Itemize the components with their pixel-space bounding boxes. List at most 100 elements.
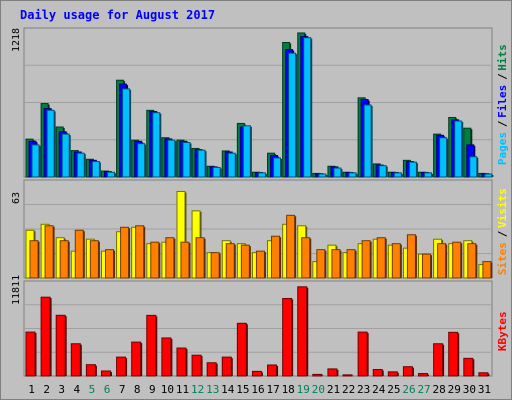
x-tick-label-day-8: 8 xyxy=(134,383,141,396)
bar-pages-day-5 xyxy=(91,161,100,178)
legend-label-pages: Pages xyxy=(496,132,509,165)
bar-shadow xyxy=(84,154,86,177)
bar-kbytes-day-31 xyxy=(478,372,489,377)
bar-kbytes-day-24 xyxy=(372,369,383,377)
bar-shadow xyxy=(476,157,479,177)
bar-shadow xyxy=(249,246,251,278)
bar-pages-day-31 xyxy=(484,173,493,178)
bar-kbytes-day-25 xyxy=(387,371,398,377)
x-tick-label-day-21: 21 xyxy=(327,383,340,396)
bar-pages-day-16 xyxy=(257,172,266,178)
bar-shadow xyxy=(231,358,233,376)
bar-pages-day-12 xyxy=(197,149,206,178)
bar-kbytes-day-11 xyxy=(176,347,187,377)
bar-shadow xyxy=(416,163,418,177)
bar-shadow xyxy=(386,166,388,177)
bar-sites-day-9 xyxy=(150,241,160,279)
bar-pages-day-23 xyxy=(363,104,372,178)
bar-shadow xyxy=(170,338,173,376)
bar-kbytes-day-3 xyxy=(55,314,66,377)
bar-kbytes-day-23 xyxy=(357,331,368,377)
bar-shadow xyxy=(125,358,128,376)
bar-shadow xyxy=(415,235,417,278)
x-tick-label-day-14: 14 xyxy=(221,383,235,396)
bar-shadow xyxy=(325,175,328,177)
bar-shadow xyxy=(397,372,399,376)
bar-pages-day-30 xyxy=(469,156,478,178)
bar-shadow xyxy=(205,151,207,177)
bar-pages-day-10 xyxy=(167,139,176,178)
bar-shadow xyxy=(382,370,384,376)
bar-shadow xyxy=(38,241,40,278)
bar-shadow xyxy=(235,154,237,177)
bar-shadow xyxy=(39,145,41,177)
bar-shadow xyxy=(339,250,342,278)
bar-sites-day-15 xyxy=(240,244,250,279)
bar-pages-day-26 xyxy=(408,161,417,178)
bar-shadow xyxy=(174,141,177,177)
bar-sites-day-16 xyxy=(255,250,265,279)
bar-kbytes-day-1 xyxy=(25,331,36,377)
x-tick-label-day-15: 15 xyxy=(236,383,249,396)
bar-sites-day-29 xyxy=(452,241,462,279)
bar-sites-day-22 xyxy=(346,249,356,279)
x-tick-label-day-18: 18 xyxy=(282,383,295,396)
x-tick-label-day-12: 12 xyxy=(191,383,204,396)
bar-shadow xyxy=(490,262,493,278)
bar-sites-day-25 xyxy=(391,243,401,279)
bar-shadow xyxy=(309,238,312,278)
bar-shadow xyxy=(110,371,112,376)
bar-sites-day-13 xyxy=(210,252,220,279)
chart-title: Daily usage for August 2017 xyxy=(20,8,215,22)
bar-shadow xyxy=(189,143,192,177)
bar-shadow xyxy=(491,175,494,177)
x-tick-label-day-16: 16 xyxy=(251,383,264,396)
bar-pages-day-19 xyxy=(303,37,312,178)
bar-kbytes-day-14 xyxy=(221,356,232,377)
bar-kbytes-day-22 xyxy=(342,374,353,377)
bar-shadow xyxy=(216,363,218,376)
x-tick-label-day-7: 7 xyxy=(119,383,126,396)
x-tick-label-day-1: 1 xyxy=(28,383,35,396)
bar-shadow xyxy=(431,173,434,177)
bar-shadow xyxy=(143,226,146,278)
bar-shadow xyxy=(321,375,324,376)
bar-pages-day-7 xyxy=(122,88,131,178)
x-tick-label-day-22: 22 xyxy=(342,383,355,396)
bar-sites-day-1 xyxy=(29,240,39,279)
bar-shadow xyxy=(50,298,52,376)
bar-sites-day-2 xyxy=(44,225,54,279)
x-tick-label-day-24: 24 xyxy=(372,383,386,396)
bar-pages-day-29 xyxy=(454,120,463,178)
bar-sites-day-14 xyxy=(225,243,235,279)
bar-kbytes-day-28 xyxy=(433,343,444,377)
bar-shadow xyxy=(295,54,298,177)
bar-shadow xyxy=(310,38,313,177)
plots-layer: 1218Pages/Files/Hits63Sites/Visits11811K… xyxy=(11,27,509,396)
bar-kbytes-day-5 xyxy=(85,364,96,377)
bar-kbytes-day-13 xyxy=(206,362,217,377)
bar-shadow xyxy=(460,243,463,278)
bar-shadow xyxy=(442,344,445,376)
x-tick-label-day-20: 20 xyxy=(312,383,325,396)
bar-shadow xyxy=(159,113,162,177)
bar-shadow xyxy=(155,316,158,376)
bar-shadow xyxy=(457,333,460,376)
bar-pages-day-6 xyxy=(106,171,115,178)
bar-kbytes-day-21 xyxy=(327,368,338,377)
bar-sites-day-31 xyxy=(482,261,492,279)
bar-shadow xyxy=(219,253,221,278)
x-tick-label-day-17: 17 xyxy=(266,383,279,396)
bar-shadow xyxy=(472,359,475,376)
bar-shadow xyxy=(276,365,279,376)
x-tick-label-day-31: 31 xyxy=(478,383,491,396)
legend-label-kbytes: KBytes xyxy=(496,311,509,351)
bar-sites-day-26 xyxy=(406,234,416,279)
bar-kbytes-day-17 xyxy=(267,364,278,377)
x-tick-label-day-19: 19 xyxy=(297,383,310,396)
bar-sites-day-21 xyxy=(331,249,341,279)
bar-shadow xyxy=(144,144,147,177)
bar-shadow xyxy=(412,367,414,376)
bar-sites-day-4 xyxy=(74,229,84,279)
